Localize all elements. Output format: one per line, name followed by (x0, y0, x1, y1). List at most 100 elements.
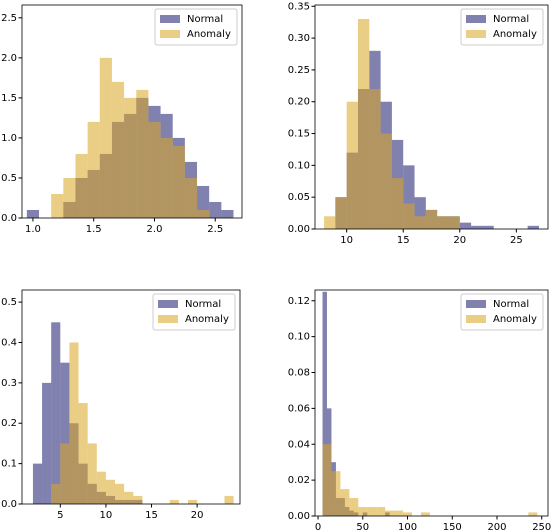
legend-label: Normal (493, 14, 529, 25)
axes-frame (21, 4, 243, 219)
bar (105, 479, 116, 504)
bar (51, 193, 64, 218)
bar (482, 225, 494, 229)
bar (115, 483, 125, 504)
bar (528, 512, 538, 516)
bar (60, 362, 70, 504)
bar (42, 382, 52, 504)
y-tick-label: 0.12 (288, 296, 310, 307)
y-tick-label: 0.10 (288, 160, 310, 171)
bar (322, 291, 327, 516)
x-tick-label: 200 (487, 522, 506, 530)
y-tick-label: 0.20 (288, 97, 310, 108)
y-tick-label: 0.25 (288, 65, 310, 76)
bar (324, 216, 336, 229)
bar (184, 177, 198, 218)
x-tick-label: 1.0 (25, 224, 41, 235)
bar (420, 512, 430, 516)
legend-swatch (160, 30, 180, 38)
y-tick-label: 0.30 (288, 33, 310, 44)
bar (133, 495, 143, 504)
x-tick-label: 25 (510, 235, 523, 246)
bar (124, 491, 134, 504)
y-tick-label: 0.02 (288, 475, 310, 486)
bar (414, 197, 426, 229)
bar (394, 510, 404, 516)
legend-label: Anomaly (493, 314, 537, 325)
bar (331, 471, 341, 516)
bar (358, 507, 368, 516)
bar (60, 443, 70, 504)
bar (99, 57, 112, 218)
legend-swatch (158, 300, 178, 308)
bar (87, 443, 97, 504)
axes-frame (21, 289, 241, 505)
legend-swatch (466, 315, 486, 323)
y-tick-label: 0.1 (1, 459, 17, 470)
x-tick-label: 1.5 (86, 224, 102, 235)
bar (357, 19, 370, 229)
x-tick-label: 100 (398, 522, 417, 530)
bar (369, 89, 381, 229)
y-tick-label: 0.2 (1, 418, 17, 429)
y-tick-label: 0.0 (1, 213, 17, 224)
bar (51, 483, 61, 504)
x-tick-label: 150 (443, 522, 462, 530)
bar (376, 507, 386, 516)
y-tick-label: 0.08 (288, 368, 310, 379)
bar (414, 216, 426, 229)
y-tick-label: 0.5 (1, 297, 17, 308)
bar (169, 499, 179, 504)
bar (380, 133, 392, 229)
bar (425, 209, 438, 229)
y-tick-label: 0.05 (288, 192, 310, 203)
bar (26, 209, 40, 218)
bar (197, 209, 210, 218)
legend-label: Normal (185, 299, 221, 310)
bar (63, 177, 76, 218)
axes-frame (314, 289, 549, 517)
y-tick-label: 0.15 (288, 129, 310, 140)
x-tick-label: 50 (356, 522, 369, 530)
legend-label: Normal (187, 14, 223, 25)
bar (32, 463, 43, 504)
legend-label: Anomaly (187, 29, 231, 40)
legend-swatch (466, 30, 486, 38)
x-tick-label: 15 (145, 510, 158, 521)
y-tick-label: 0.35 (288, 1, 310, 12)
bar (367, 507, 377, 516)
bar (340, 489, 350, 516)
x-tick-label: 20 (191, 510, 204, 521)
bar (188, 499, 198, 504)
bar (78, 403, 88, 504)
y-tick-label: 0.06 (288, 403, 310, 414)
bar (335, 197, 347, 229)
legend-swatch (158, 315, 178, 323)
legend-label: Normal (493, 299, 529, 310)
bar (527, 225, 539, 229)
legend-swatch (466, 300, 486, 308)
bar (87, 121, 100, 218)
bar (349, 498, 359, 516)
x-tick-label: 2.0 (147, 224, 163, 235)
bar (403, 165, 415, 229)
y-tick-label: 0.0 (1, 499, 17, 510)
bar (385, 510, 395, 516)
bar (209, 201, 222, 218)
bar (448, 216, 460, 229)
y-tick-label: 0.00 (288, 511, 310, 522)
legend-label: Anomaly (185, 314, 229, 325)
y-tick-label: 2.0 (1, 53, 17, 64)
x-tick-label: 10 (100, 510, 113, 521)
bar (136, 89, 149, 218)
y-tick-label: 1.0 (1, 133, 17, 144)
bar (403, 512, 412, 516)
y-tick-label: 0.3 (1, 378, 17, 389)
bar (221, 209, 234, 218)
bar (75, 153, 88, 218)
y-tick-label: 0.4 (1, 337, 17, 348)
bar (124, 97, 137, 218)
axes-frame (314, 4, 549, 230)
